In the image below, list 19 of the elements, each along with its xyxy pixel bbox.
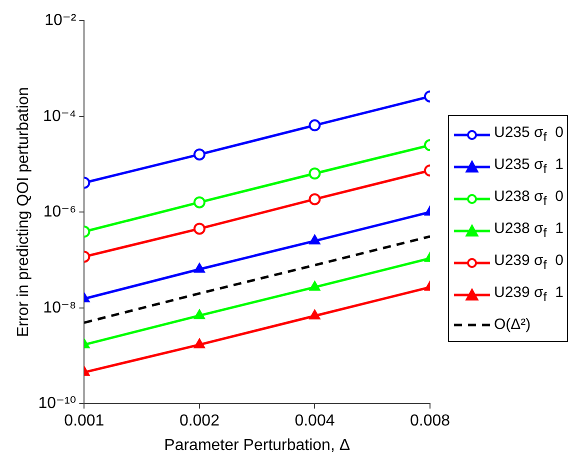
legend-label: U238 σ$_{f}$ 0	[494, 187, 564, 210]
x-tick-label: 0.002	[179, 412, 220, 430]
y-tick-label: 10⁻⁴	[43, 108, 76, 125]
y-tick-label: 10⁻⁶	[43, 204, 76, 221]
line-series	[84, 235, 430, 324]
y-tick-label: 10⁻²	[44, 12, 77, 30]
legend-label: U238 σ$_{f}$ 1	[494, 219, 564, 242]
y-axis-title: Error in predicting QOI perturbation	[15, 87, 32, 338]
legend-label: O(Δ²)	[494, 315, 531, 335]
legend-label: U235 σ$_{f}$ 1	[494, 155, 564, 178]
x-tick-label: 0.008	[410, 412, 450, 430]
x-axis-title: Parameter Perturbation, Δ	[164, 436, 350, 454]
legend-label: U235 σ$_{f}$ 0	[494, 123, 564, 146]
x-tick-label: 0.001	[64, 412, 104, 430]
legend-label: U239 σ$_{f}$ 1	[494, 283, 564, 306]
y-tick-label: 10⁻¹⁰	[38, 395, 76, 412]
y-tick-label: 10⁻⁸	[43, 299, 76, 316]
x-tick-label: 0.004	[294, 412, 335, 430]
legend-label: U239 σ$_{f}$ 0	[494, 251, 564, 274]
